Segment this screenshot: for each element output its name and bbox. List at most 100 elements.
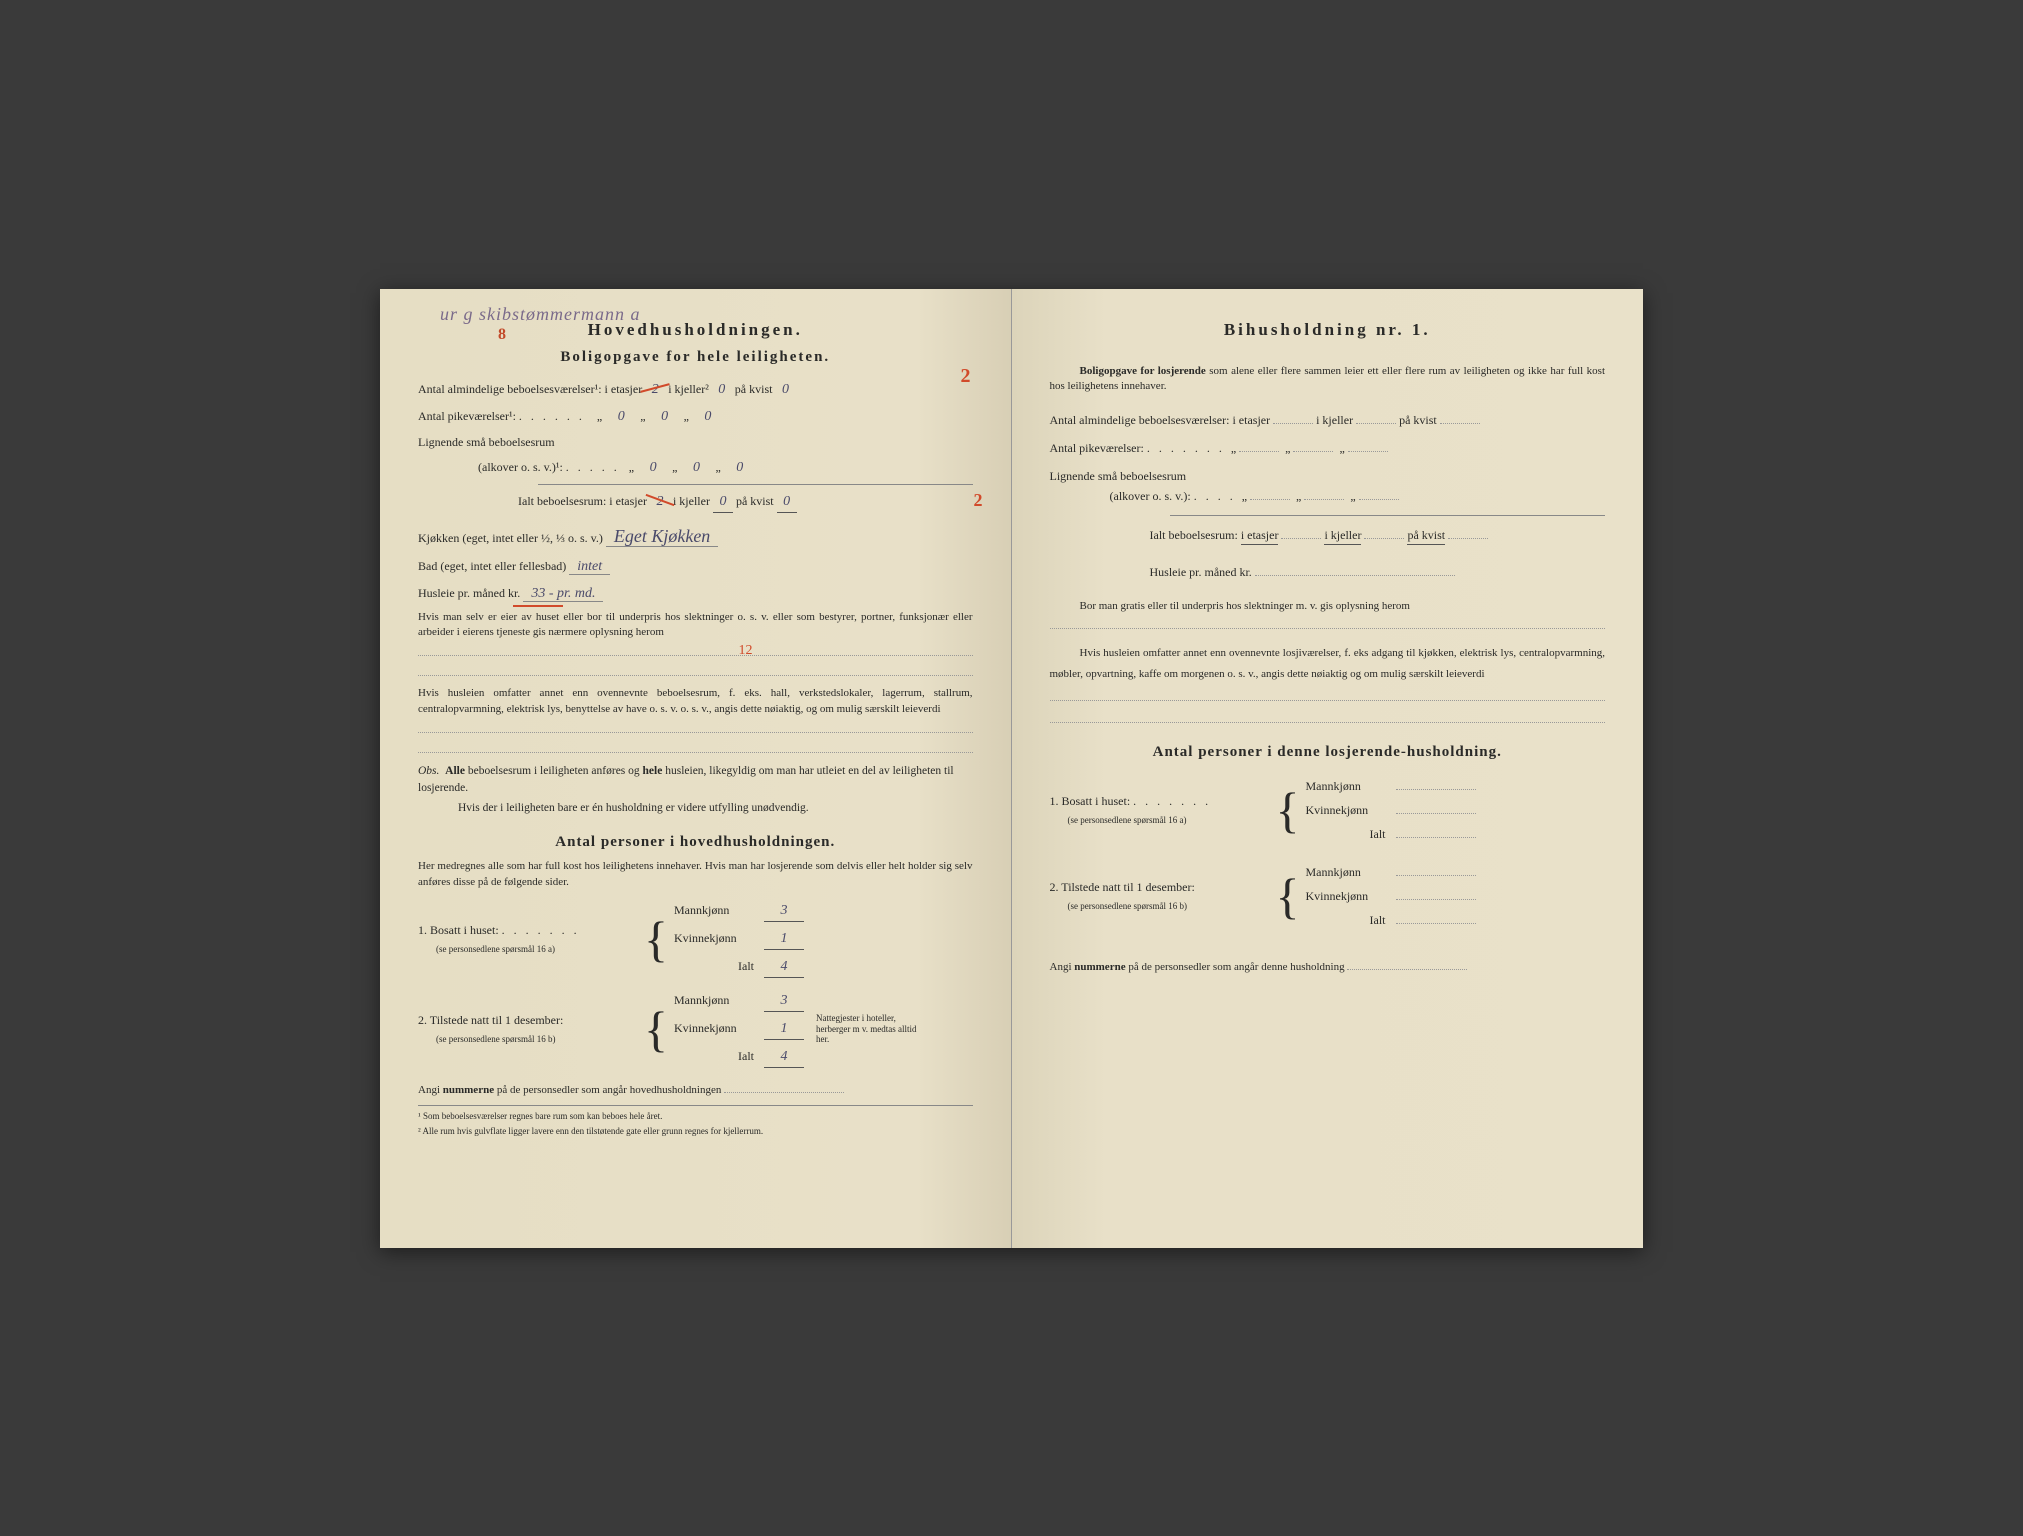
r-ialt-1: Ialt [1306, 825, 1396, 843]
q1-ialt: 4 [764, 956, 804, 978]
r-q2-values: Mannkjønn Kvinnekjønn Ialt [1306, 863, 1476, 929]
r-para2: Hvis husleien omfatter annet enn ovennev… [1050, 643, 1606, 685]
question-2: 2. Tilstede natt til 1 desember: (se per… [418, 990, 973, 1068]
r-line1-label: Antal almindelige beboelsesværelser: i e… [1050, 413, 1271, 427]
right-page: Bihusholdning nr. 1. Boligopgave for los… [1012, 289, 1644, 1248]
r-line4-u1: i etasjer [1241, 526, 1279, 545]
r-angi-line: Angi nummerne på de personsedler som ang… [1050, 959, 1606, 976]
mann-label-2: Mannkjønn [674, 991, 764, 1009]
r-q2-num: 2. [1050, 880, 1059, 894]
r-line1-mid2: på kvist [1399, 413, 1437, 427]
r-para1: Bor man gratis eller til underpris hos s… [1050, 595, 1606, 617]
line3-v2: 0 [686, 457, 706, 478]
r-q2-label-block: 2. Tilstede natt til 1 desember: (se per… [1050, 878, 1270, 914]
obs-text2: Hvis der i leiligheten bare er én hushol… [418, 800, 973, 817]
q2-num: 2. [418, 1013, 427, 1027]
footnote-2: ² Alle rum hvis gulvflate ligger lavere … [418, 1125, 973, 1139]
blank-line-3 [418, 717, 973, 733]
line3-v1: 0 [643, 457, 663, 478]
angi-line: Angi nummerne på de personsedler som ang… [418, 1082, 973, 1099]
q1-note: (se personsedlene spørsmål 16 a) [418, 944, 555, 954]
r-bracket-2: { [1276, 879, 1300, 914]
line1-mid2: på kvist [735, 382, 773, 396]
q1-label-block: 1. Bosatt i huset: . . . . . . . (se per… [418, 921, 638, 957]
section2-intro: Her medregnes alle som har full kost hos… [418, 859, 973, 890]
angi-text: Angi nummerne på de personsedler som ang… [418, 1084, 721, 1096]
line1-v2: 0 [712, 379, 732, 400]
line3-v3: 0 [730, 457, 750, 478]
q1-dots: . . . . . . . [502, 923, 580, 937]
r-line4: Ialt beboelsesrum: i etasjer i kjeller p… [1050, 526, 1606, 545]
r-mann-2: Mannkjønn [1306, 863, 1396, 881]
r-line1: Antal almindelige beboelsesværelser: i e… [1050, 411, 1606, 429]
kvinne-label-2: Kvinnekjønn [674, 1019, 764, 1037]
ialt-label-2: Ialt [674, 1047, 764, 1065]
bad-value: intet [569, 559, 610, 575]
r-line3-dots: . . . . [1194, 489, 1236, 503]
q2-values: Mannkjønn3 Kvinnekjønn1 Ialt4 [674, 990, 804, 1068]
r-line3-sub: (alkover o. s. v.): . . . . „ „ „ [1050, 487, 1606, 505]
q1-num: 1. [418, 923, 427, 937]
line2-v3: 0 [698, 406, 718, 427]
husleie-label: Husleie pr. måned kr. [418, 586, 520, 600]
r-q1-label-block: 1. Bosatt i huset: . . . . . . . (se per… [1050, 792, 1270, 828]
r-line1-mid1: i kjeller [1316, 413, 1353, 427]
bracket-icon: { [644, 922, 668, 957]
r-line4-u2: i kjeller [1324, 526, 1361, 545]
r-line3-sub-label: (alkover o. s. v.): [1110, 489, 1191, 503]
r-kvinne-2: Kvinnekjønn [1306, 887, 1396, 905]
r-line2-label: Antal pikeværelser: [1050, 441, 1144, 455]
natte-note: Nattegjester i hoteller, herberger m v. … [816, 1013, 926, 1045]
r-bracket-1: { [1276, 793, 1300, 828]
q2-note: (se personsedlene spørsmål 16 b) [418, 1034, 555, 1044]
blank-line-1: 12 [418, 640, 973, 656]
r-kvinne-1: Kvinnekjønn [1306, 801, 1396, 819]
line1-v3: 0 [775, 379, 795, 400]
kvinne-label: Kvinnekjønn [674, 929, 764, 947]
r-line2-dots: . . . . . . . [1147, 441, 1225, 455]
obs-text1: Alle beboelsesrum i leiligheten anføres … [418, 765, 954, 794]
q2-label-block: 2. Tilstede natt til 1 desember: (se per… [418, 1011, 638, 1047]
obs-prefix: Obs. [418, 765, 439, 777]
line-ialt: Ialt beboelsesrum: i etasjer 2 i kjeller… [418, 491, 973, 513]
r-blank-3 [1050, 707, 1606, 723]
r-question-1: 1. Bosatt i huset: . . . . . . . (se per… [1050, 777, 1606, 843]
r-blank-1 [1050, 617, 1606, 629]
question-1: 1. Bosatt i huset: . . . . . . . (se per… [418, 900, 973, 978]
line-beboelsesvaerelser: Antal almindelige beboelsesværelser¹: i … [418, 379, 973, 400]
line4-mid2: på kvist [736, 494, 774, 508]
line4-v3: 0 [777, 491, 797, 513]
line4-v2: 0 [713, 491, 733, 513]
q1-kvinne: 1 [764, 928, 804, 950]
blank-line-4 [418, 737, 973, 753]
r-line3: Lignende små beboelsesrum [1050, 467, 1606, 485]
q2-ialt: 4 [764, 1046, 804, 1068]
section2-title: Antal personer i hovedhusholdningen. [418, 831, 973, 854]
line2-dots: . . . . . . [519, 409, 585, 423]
q1-mann: 3 [764, 900, 804, 922]
line-husleie: Husleie pr. måned kr. 33 - pr. md. [418, 583, 973, 604]
document-spread: ur g skibstømmermann a 8 Hovedhusholdnin… [380, 289, 1643, 1248]
red-12: 12 [739, 640, 753, 661]
r-line4-label: Ialt beboelsesrum: [1150, 528, 1238, 542]
r-line4-u3: på kvist [1407, 526, 1445, 545]
obs-section: Obs. Alle beboelsesrum i leiligheten anf… [418, 763, 973, 798]
mann-label: Mannkjønn [674, 901, 764, 919]
red-annotation-8: 8 [498, 323, 506, 347]
right-title: Bihusholdning nr. 1. [1050, 317, 1606, 343]
line-kjokken: Kjøkken (eget, intet eller ½, ⅓ o. s. v.… [418, 523, 973, 550]
r-q1-label: Bosatt i huset: [1062, 794, 1131, 808]
r-q2-note: (se personsedlene spørsmål 16 b) [1050, 901, 1187, 911]
r-section-title: Antal personer i denne losjerende-hushol… [1050, 741, 1606, 764]
r-q1-values: Mannkjønn Kvinnekjønn Ialt [1306, 777, 1476, 843]
blank-line-2 [418, 660, 973, 676]
r-q2-label: Tilstede natt til 1 desember: [1061, 880, 1195, 894]
r-husleie-label: Husleie pr. måned kr. [1150, 565, 1252, 579]
bad-label: Bad (eget, intet eller fellesbad) [418, 559, 566, 573]
intro-bold: Boligopgave for losjerende [1080, 365, 1206, 377]
q1-label: Bosatt i huset: [430, 923, 499, 937]
r-q1-dots: . . . . . . . [1133, 794, 1211, 808]
ialt-label-1: Ialt [674, 957, 764, 975]
red-mark-bottom: 2 [974, 487, 983, 514]
line3-label: Lignende små beboelsesrum [418, 435, 555, 449]
